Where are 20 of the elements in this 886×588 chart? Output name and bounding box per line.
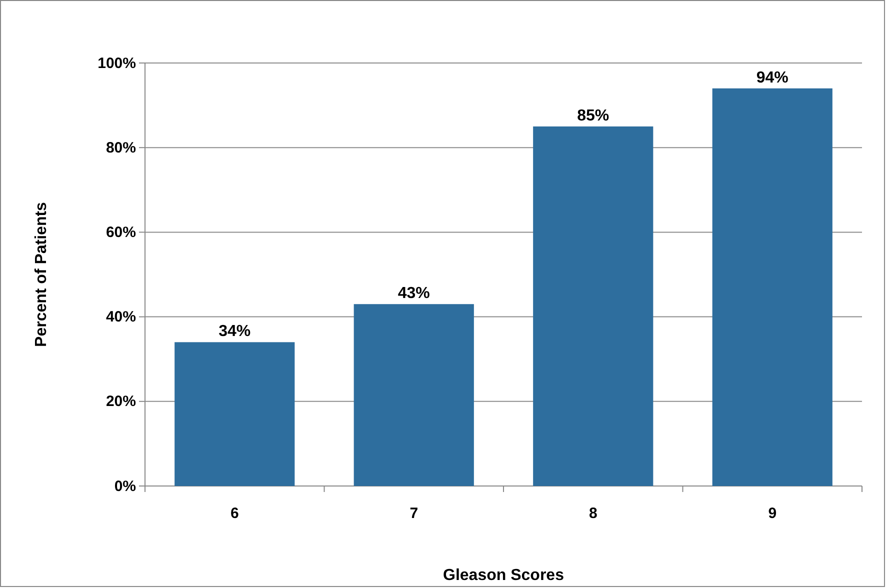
x-axis-title: Gleason Scores — [443, 567, 564, 584]
y-tick-label: 20% — [106, 393, 136, 410]
bar — [533, 126, 654, 486]
data-label: 94% — [756, 69, 788, 86]
y-tick-label: 0% — [114, 478, 136, 495]
data-label: 34% — [218, 323, 251, 340]
y-tick-label: 60% — [106, 224, 136, 241]
bar — [174, 342, 295, 486]
y-tick-label: 100% — [98, 54, 136, 72]
data-label: 43% — [398, 285, 430, 302]
x-tick-label: 6 — [230, 505, 239, 522]
bar — [712, 88, 832, 486]
y-axis-title: Percent of Patients — [33, 202, 50, 347]
y-tick-label: 80% — [106, 139, 136, 156]
data-label: 85% — [577, 107, 610, 124]
x-tick-label: 9 — [768, 505, 777, 522]
bar — [354, 304, 474, 486]
x-tick-label: 7 — [410, 505, 418, 522]
x-tick-label: 8 — [588, 505, 598, 522]
y-tick-label: 40% — [106, 308, 136, 326]
